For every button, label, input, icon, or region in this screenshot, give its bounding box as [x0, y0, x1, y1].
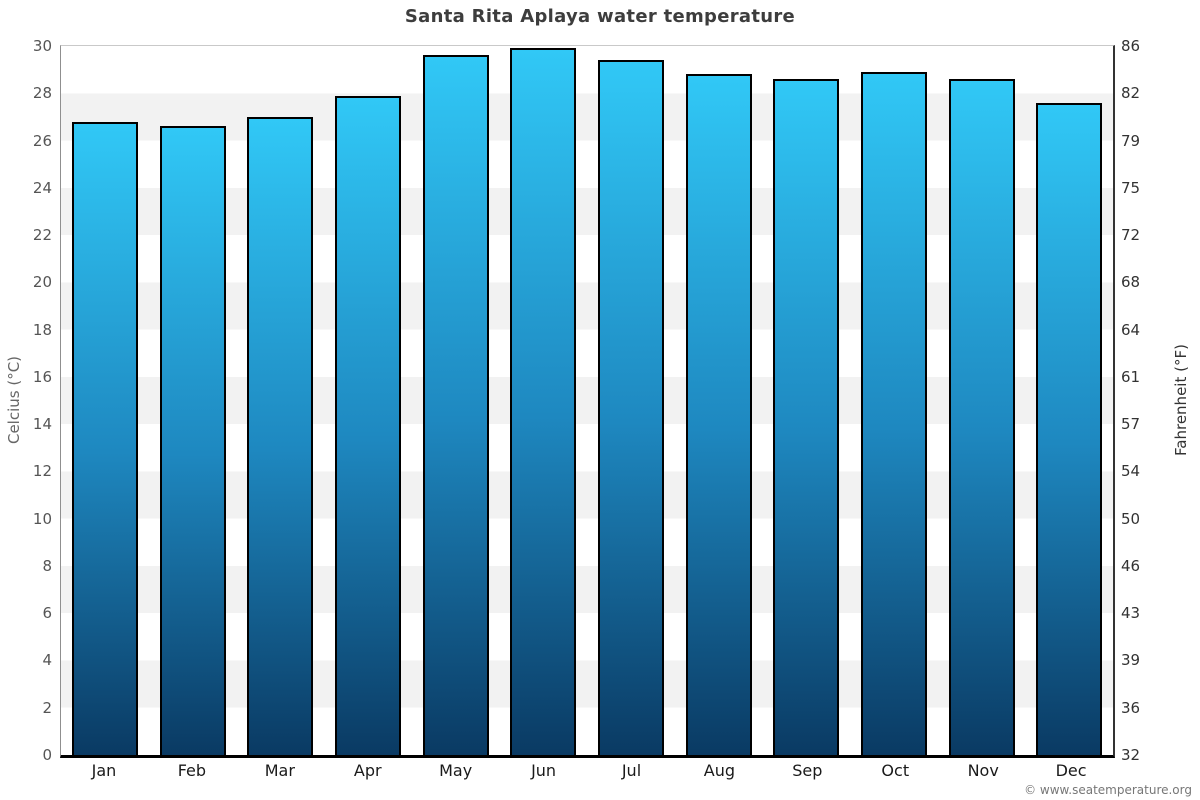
bar-jun	[510, 48, 577, 755]
x-axis-label-aug: Aug	[703, 761, 736, 780]
y-tick-left-20: 20	[32, 273, 52, 292]
bar-slot-aug	[675, 46, 763, 755]
bar-feb	[159, 126, 226, 755]
y-tick-left-2: 2	[42, 698, 52, 717]
chart-title: Santa Rita Aplaya water temperature	[404, 6, 796, 27]
y-tick-right-82: 82	[1121, 84, 1141, 103]
bar-nov	[948, 79, 1015, 755]
y-tick-right-50: 50	[1121, 509, 1141, 528]
x-axis-label-nov: Nov	[967, 761, 999, 780]
y-tick-left-8: 8	[42, 556, 52, 575]
x-axis: Jan Feb Mar Apr May Jun Jul Aug Sep Oct Nov Dec	[60, 761, 1115, 780]
bar-slot-nov	[938, 46, 1026, 755]
y-tick-left-10: 10	[32, 509, 52, 528]
x-axis-label-feb: Feb	[177, 761, 207, 780]
y-tick-left-16: 16	[32, 367, 52, 386]
y-tick-left-6: 6	[42, 604, 52, 623]
x-axis-label-jun: Jun	[531, 761, 557, 780]
bar-series	[61, 46, 1113, 755]
x-axis-label-apr: Apr	[353, 761, 382, 780]
y-tick-left-26: 26	[32, 131, 52, 150]
x-axis-label-sep: Sep	[792, 761, 823, 780]
y-tick-left-14: 14	[32, 415, 52, 434]
x-axis-label-jul: Jul	[621, 761, 642, 780]
y-tick-right-54: 54	[1121, 462, 1141, 481]
y-tick-right-32: 32	[1121, 746, 1141, 764]
y-tick-left-24: 24	[32, 178, 52, 197]
bar-slot-jun	[499, 46, 587, 755]
bar-jul	[597, 60, 664, 755]
y-axis-title-celsius: Celcius (°C)	[5, 355, 23, 445]
copyright-attribution: © www.seatemperature.org	[1024, 783, 1192, 797]
x-axis-label-may: May	[439, 761, 473, 780]
bar-aug	[685, 74, 752, 755]
y-tick-right-86: 86	[1121, 37, 1141, 55]
y-tick-left-18: 18	[32, 320, 52, 339]
y-tick-right-72: 72	[1121, 226, 1141, 245]
bar-slot-apr	[324, 46, 412, 755]
y-tick-right-46: 46	[1121, 556, 1141, 575]
y-tick-left-30: 30	[32, 37, 52, 55]
x-axis-label-jan: Jan	[91, 761, 117, 780]
bar-slot-jul	[587, 46, 675, 755]
y-tick-right-64: 64	[1121, 320, 1141, 339]
bar-oct	[860, 72, 927, 755]
bar-slot-feb	[149, 46, 237, 755]
x-axis-label-oct: Oct	[881, 761, 910, 780]
y-tick-left-28: 28	[32, 84, 52, 103]
y-tick-right-68: 68	[1121, 273, 1141, 292]
y-tick-right-39: 39	[1121, 651, 1141, 670]
plot-area	[60, 45, 1115, 758]
bar-jan	[71, 121, 138, 755]
y-tick-right-75: 75	[1121, 178, 1141, 197]
bar-slot-jan	[61, 46, 149, 755]
bar-slot-oct	[850, 46, 938, 755]
y-tick-right-79: 79	[1121, 131, 1141, 150]
y-tick-left-0: 0	[42, 746, 52, 764]
bar-may	[422, 55, 489, 755]
y-tick-right-43: 43	[1121, 604, 1141, 623]
bar-slot-sep	[762, 46, 850, 755]
bar-dec	[1036, 102, 1103, 755]
y-axis-title-fahrenheit: Fahrenheit (°F)	[1172, 344, 1190, 456]
bar-sep	[773, 79, 840, 755]
bar-slot-dec	[1025, 46, 1113, 755]
y-tick-left-22: 22	[32, 226, 52, 245]
y-tick-left-4: 4	[42, 651, 52, 670]
y-tick-left-12: 12	[32, 462, 52, 481]
x-axis-label-dec: Dec	[1055, 761, 1087, 780]
bar-apr	[334, 95, 401, 755]
y-tick-right-36: 36	[1121, 698, 1141, 717]
y-tick-right-57: 57	[1121, 415, 1141, 434]
bar-slot-may	[412, 46, 500, 755]
bar-mar	[247, 116, 314, 755]
y-tick-right-61: 61	[1121, 367, 1141, 386]
bar-slot-mar	[236, 46, 324, 755]
x-axis-label-mar: Mar	[264, 761, 295, 780]
